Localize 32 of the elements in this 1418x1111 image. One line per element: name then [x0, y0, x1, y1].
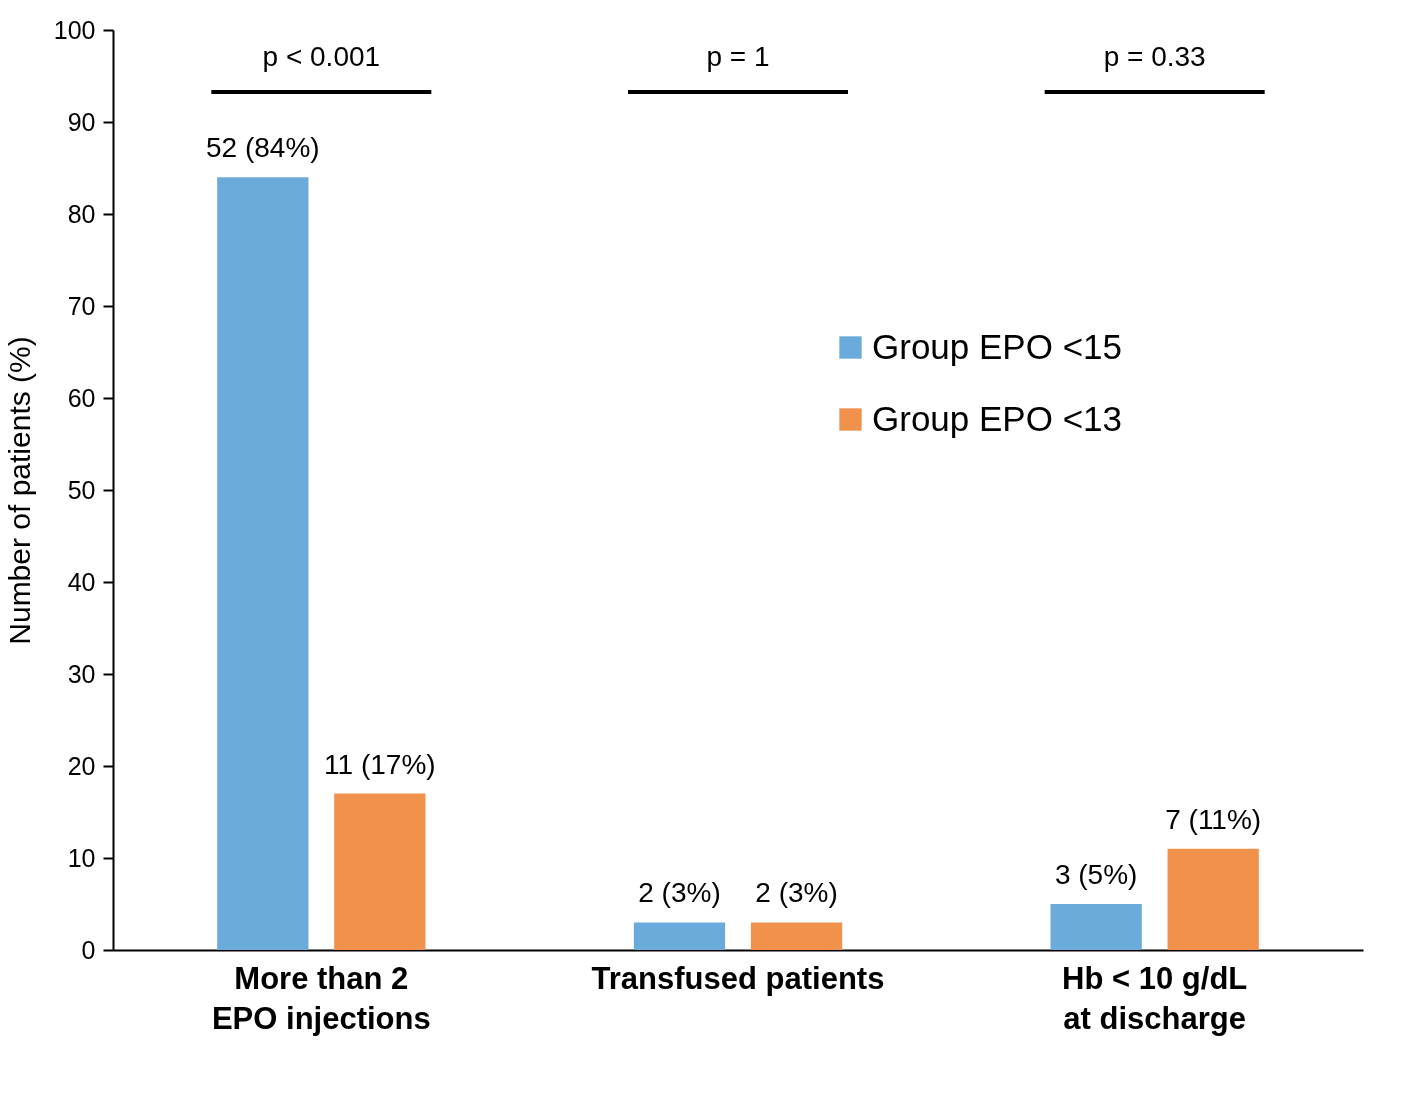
- y-tick-label: 30: [67, 659, 96, 688]
- y-axis-title: Number of patients (%): [2, 336, 36, 645]
- legend-label: Group EPO <15: [872, 326, 1123, 366]
- x-tick-label: More than 2 EPO injections: [211, 960, 431, 1036]
- y-tick-label: 50: [67, 475, 96, 504]
- y-tick-label: 90: [67, 107, 96, 136]
- data-label: 2 (3%): [755, 877, 838, 909]
- y-tick-label: 10: [67, 843, 96, 872]
- x-tick-label: Transfused patients: [591, 960, 885, 996]
- y-tick-label: 100: [53, 15, 96, 44]
- data-label: 2 (3%): [638, 877, 721, 909]
- bar: [217, 177, 309, 950]
- bar: [633, 922, 726, 950]
- x-tick-label: Hb < 10 g/dL at discharge: [1062, 960, 1248, 1036]
- bar: [1167, 848, 1259, 950]
- y-tick-label: 70: [67, 291, 96, 320]
- y-tick-label: 0: [81, 935, 96, 964]
- y-tick-label: 60: [67, 383, 96, 412]
- bar: [334, 793, 426, 950]
- annotation: p < 0.001: [262, 41, 381, 72]
- annotation: p = 0.33: [1103, 41, 1206, 72]
- data-label: 3 (5%): [1054, 859, 1138, 890]
- data-label: 11 (17%): [324, 748, 436, 780]
- legend-label: Group EPO <13: [872, 398, 1123, 438]
- data-label: 52 (84%): [206, 132, 320, 164]
- y-tick-label: 80: [67, 199, 96, 228]
- bar: [750, 922, 843, 950]
- data-label: 7 (11%): [1165, 803, 1262, 835]
- annotation: p = 1: [706, 41, 770, 72]
- y-tick-label: 20: [67, 751, 96, 780]
- y-tick-label: 40: [67, 567, 96, 596]
- bar: [1050, 904, 1142, 950]
